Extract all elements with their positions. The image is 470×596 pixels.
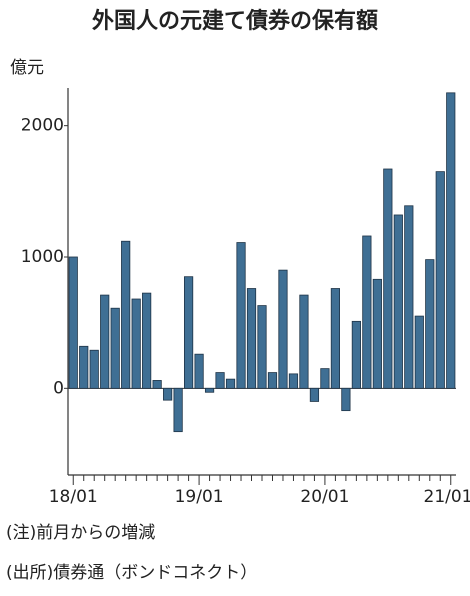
x-tick-label: 18/01 <box>49 487 98 507</box>
bar <box>257 305 267 389</box>
bar <box>446 92 456 389</box>
y-tick-label: 2000 <box>21 116 64 136</box>
bar <box>330 288 341 389</box>
bar <box>393 214 403 389</box>
bar <box>142 292 152 389</box>
bar <box>246 288 257 389</box>
chart-title: 外国人の元建て債券の保有額 <box>92 8 378 34</box>
bar <box>278 269 288 389</box>
note: (出所)債券通（ボンドコネクト） <box>6 563 257 583</box>
bar <box>79 345 89 389</box>
bar <box>435 171 445 389</box>
bar <box>404 205 414 389</box>
bar <box>351 320 361 389</box>
bar <box>299 294 309 389</box>
note: (注)前月からの増減 <box>6 523 155 543</box>
x-tick-label: 21/01 <box>424 487 470 507</box>
bar <box>194 353 204 389</box>
bar <box>204 387 215 393</box>
bar <box>341 387 351 412</box>
bar <box>152 380 162 389</box>
bar <box>215 372 225 389</box>
bar <box>68 256 78 389</box>
bar <box>225 378 236 389</box>
y-axis-unit: 億元 <box>10 58 44 78</box>
y-tick-label: 1000 <box>21 247 64 267</box>
bar <box>236 242 246 389</box>
x-tick-label: 19/01 <box>175 487 224 507</box>
bar <box>425 259 435 389</box>
bar <box>267 372 278 389</box>
bar <box>288 373 299 389</box>
bar <box>163 387 173 401</box>
bar <box>173 387 183 433</box>
bar <box>309 387 320 402</box>
bar <box>121 240 131 389</box>
bar <box>110 307 120 389</box>
bar <box>383 168 393 389</box>
x-tick-label: 20/01 <box>300 487 349 507</box>
bar <box>100 294 110 389</box>
bar <box>320 368 330 389</box>
bar <box>372 278 382 389</box>
bar <box>183 276 194 389</box>
bar <box>362 235 372 389</box>
bar <box>89 349 99 389</box>
y-tick-label: 0 <box>53 378 64 398</box>
bar <box>414 315 424 389</box>
bar <box>131 298 141 389</box>
